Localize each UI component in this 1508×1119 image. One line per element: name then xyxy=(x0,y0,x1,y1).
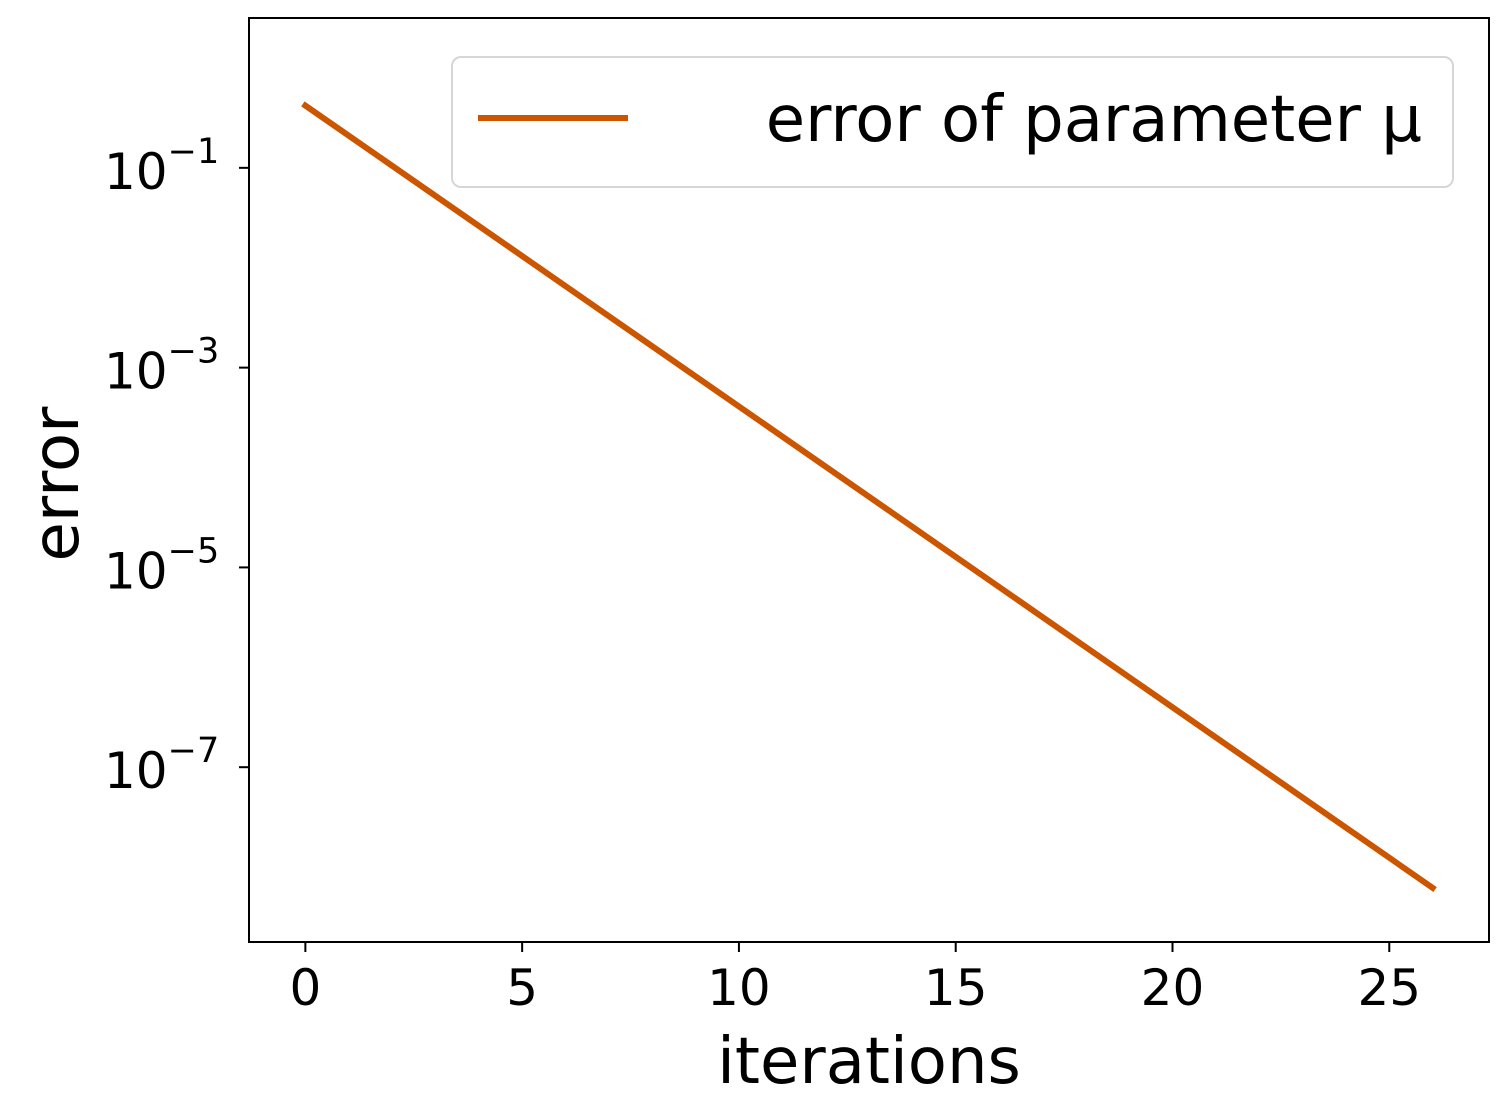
legend-box xyxy=(451,56,1454,188)
y-tick-base: 10 xyxy=(104,343,168,401)
x-tick-label: 10 xyxy=(707,959,771,1017)
x-tick-label: 25 xyxy=(1357,959,1421,1017)
x-tick-label: 5 xyxy=(506,959,538,1017)
y-tick-base: 10 xyxy=(104,542,168,600)
x-axis-ticks: 0 5 10 15 20 25 xyxy=(289,942,1421,1017)
x-axis-title: iterations xyxy=(717,1025,1021,1099)
x-tick-label: 0 xyxy=(289,959,321,1017)
y-tick-base: 10 xyxy=(104,143,168,201)
y-tick-label: 10−7 xyxy=(104,731,219,800)
y-tick-exponent: −3 xyxy=(168,332,220,372)
y-tick-exponent: −1 xyxy=(168,132,220,172)
series-line xyxy=(301,101,1437,892)
y-tick-label: 10−3 xyxy=(104,332,219,401)
y-axis-title: error xyxy=(20,406,94,562)
legend: error of parameter μ xyxy=(451,56,1454,188)
y-tick-exponent: −7 xyxy=(168,731,220,771)
x-tick-label: 15 xyxy=(924,959,988,1017)
y-tick-exponent: −5 xyxy=(168,531,220,571)
legend-label: error of parameter μ xyxy=(766,83,1422,157)
series-layer xyxy=(301,101,1437,892)
y-tick-base: 10 xyxy=(104,742,168,800)
y-axis-ticks: 10−110−310−510−7 xyxy=(104,132,249,800)
x-tick-label: 20 xyxy=(1141,959,1205,1017)
y-tick-label: 10−5 xyxy=(104,531,219,600)
y-tick-label: 10−1 xyxy=(104,132,219,201)
